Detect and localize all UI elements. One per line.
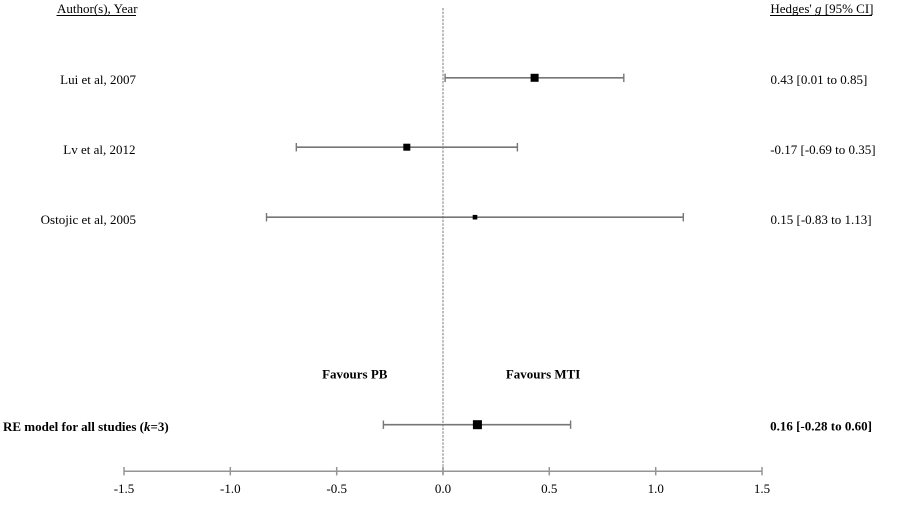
svg-text:-1.0: -1.0 bbox=[220, 481, 241, 496]
svg-text:0.5: 0.5 bbox=[541, 481, 557, 496]
svg-text:Favours MTI: Favours MTI bbox=[506, 367, 581, 382]
svg-text:0.16 [-0.28 to 0.60]: 0.16 [-0.28 to 0.60] bbox=[770, 419, 872, 434]
svg-text:1.0: 1.0 bbox=[648, 481, 664, 496]
svg-text:1.5: 1.5 bbox=[754, 481, 770, 496]
svg-text:Author(s), Year: Author(s), Year bbox=[57, 1, 138, 16]
svg-text:Lv et al, 2012: Lv et al, 2012 bbox=[63, 142, 135, 157]
svg-text:Favours PB: Favours PB bbox=[322, 367, 388, 382]
svg-text:-0.5: -0.5 bbox=[326, 481, 347, 496]
svg-text:0.0: 0.0 bbox=[435, 481, 451, 496]
svg-text:Lui et al, 2007: Lui et al, 2007 bbox=[60, 72, 136, 87]
svg-text:0.15 [-0.83 to 1.13]: 0.15 [-0.83 to 1.13] bbox=[771, 212, 872, 227]
svg-text:Ostojic et al, 2005: Ostojic et al, 2005 bbox=[41, 212, 136, 227]
svg-text:RE model for all studies (k=3): RE model for all studies (k=3) bbox=[3, 419, 169, 434]
svg-text:0.43 [0.01 to 0.85]: 0.43 [0.01 to 0.85] bbox=[771, 72, 868, 87]
svg-text:-0.17 [-0.69 to 0.35]: -0.17 [-0.69 to 0.35] bbox=[770, 142, 875, 157]
svg-text:-1.5: -1.5 bbox=[114, 481, 135, 496]
svg-text:Hedges' g [95% CI]: Hedges' g [95% CI] bbox=[770, 1, 873, 16]
